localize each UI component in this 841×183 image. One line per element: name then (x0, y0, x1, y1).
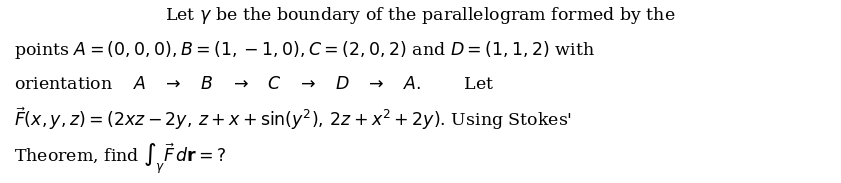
Text: points $A = (0,0,0), B = (1,-1,0), C = (2,0,2)$ and $D = (1,1,2)$ with: points $A = (0,0,0), B = (1,-1,0), C = (… (14, 39, 595, 61)
Text: Theorem, find $\int_{\gamma} \vec{F}\,d\mathbf{r} = ?$: Theorem, find $\int_{\gamma} \vec{F}\,d\… (14, 141, 227, 175)
Text: orientation $\quad A \quad \rightarrow \quad B \quad \rightarrow \quad C \quad \: orientation $\quad A \quad \rightarrow \… (14, 76, 495, 93)
Text: Let $\gamma$ be the boundary of the parallelogram formed by the: Let $\gamma$ be the boundary of the para… (166, 5, 675, 26)
Text: $\vec{F}(x,y,z) = (2xz - 2y,\, z + x + \sin(y^2),\, 2z + x^2 + 2y)$. Using Stoke: $\vec{F}(x,y,z) = (2xz - 2y,\, z + x + \… (14, 105, 572, 132)
